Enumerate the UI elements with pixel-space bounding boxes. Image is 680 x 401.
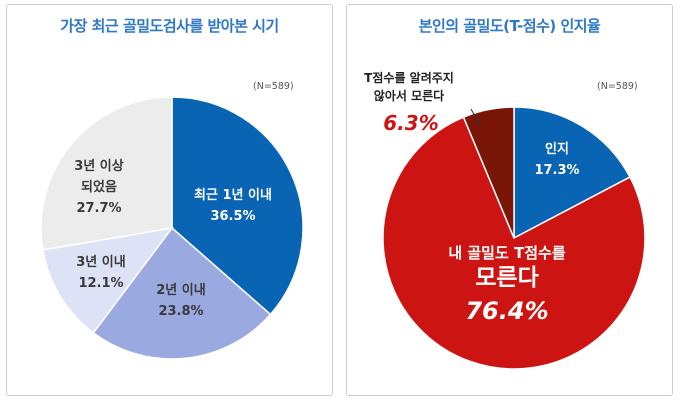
slice-value-dont-know: 76.4% — [465, 297, 548, 325]
slice-label-not-informed-line2: 않아서 모른다 — [374, 88, 444, 103]
slice-label-within-1-year: 최근 1년 이내 — [194, 187, 272, 203]
slice-label-over-3-years-line1: 3년 이상 — [74, 158, 123, 174]
slice-value-not-informed: 6.3% — [383, 111, 438, 135]
pie-slice-1 — [382, 116, 646, 370]
slice-value-aware: 17.3% — [534, 163, 579, 178]
slice-value-within-3-years: 12.1% — [78, 276, 123, 291]
sample-size-note: (N=589) — [253, 81, 294, 92]
slice-value-within-1-year: 36.5% — [210, 209, 255, 224]
pie-chart-tscore-awareness: 인지 17.3% 내 골밀도 T점수를 모른다 76.4% T점수를 알려주지 … — [364, 70, 646, 370]
chart-panel-tscore-awareness: 본인의 골밀도(T-점수) 인지율 (N=589) 인지 17.3% 내 골밀도… — [346, 4, 673, 396]
pie-slice-2 — [41, 226, 174, 334]
pie-chart-recent-test: 최근 1년 이내 36.5% 2년 이내 23.8% 3년 이내 12.1% 3… — [40, 96, 304, 360]
slice-label-dont-know-line1: 내 골밀도 T점수를 — [448, 244, 565, 262]
slice-label-aware: 인지 — [545, 141, 569, 157]
chart-title: 본인의 골밀도(T-점수) 인지율 — [418, 17, 601, 35]
slice-value-within-2-years: 23.8% — [158, 304, 203, 319]
slice-label-within-2-years: 2년 이내 — [156, 282, 205, 298]
pie-slice-1 — [92, 226, 272, 360]
pie-slice-0 — [171, 96, 304, 316]
slice-label-within-3-years: 3년 이내 — [76, 254, 125, 270]
sample-size-note: (N=589) — [597, 81, 638, 92]
slice-value-over-3-years: 27.7% — [76, 201, 121, 216]
pie-slice-2 — [462, 106, 515, 239]
chart-title: 가장 최근 골밀도검사를 받아본 시기 — [60, 17, 279, 35]
pie-slice-3 — [40, 96, 173, 251]
leader-line — [470, 108, 482, 128]
slice-label-not-informed-line1: T점수를 알려주지 — [364, 70, 454, 85]
pie-slice-0 — [513, 106, 631, 240]
chart-panel-recent-test: 가장 최근 골밀도검사를 받아본 시기 (N=589) 최근 1년 이내 36.… — [6, 4, 333, 396]
slice-label-dont-know-line2: 모른다 — [475, 265, 538, 291]
slice-label-over-3-years-line2: 되었음 — [81, 179, 117, 195]
